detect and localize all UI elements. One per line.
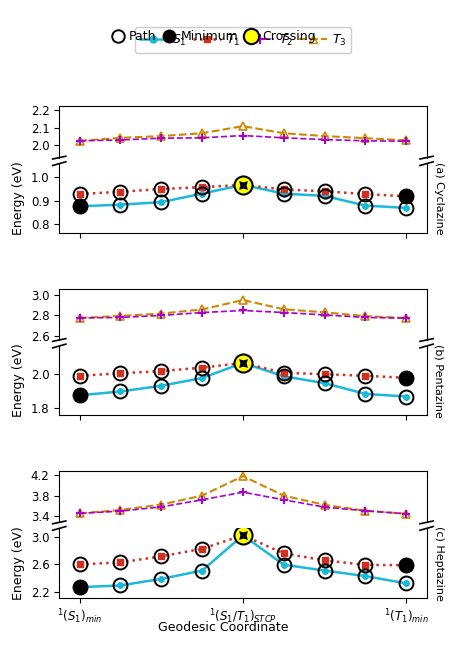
Text: Geodesic Coordinate: Geodesic Coordinate xyxy=(157,621,288,634)
Y-axis label: Energy (eV): Energy (eV) xyxy=(12,526,25,600)
Legend: Path, Minimum, Crossing: Path, Minimum, Crossing xyxy=(107,25,320,48)
Text: (a) Cyclazine: (a) Cyclazine xyxy=(434,162,444,234)
Y-axis label: Energy (eV): Energy (eV) xyxy=(12,344,25,417)
Text: (b) Pentazine: (b) Pentazine xyxy=(434,344,444,418)
Y-axis label: Energy (eV): Energy (eV) xyxy=(12,162,25,235)
Text: (c) Heptazine: (c) Heptazine xyxy=(434,526,444,601)
